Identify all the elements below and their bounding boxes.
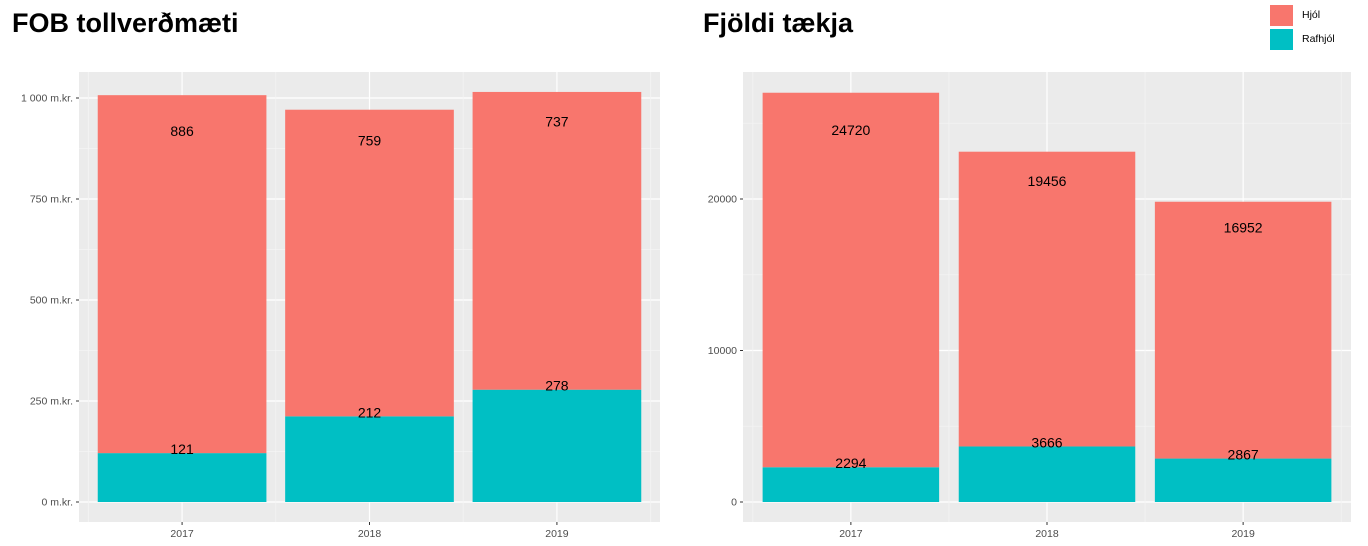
fjoldi-data-label-hjol-2018: 19456 bbox=[1028, 173, 1067, 189]
fob-data-label-rafhjol-2019: 278 bbox=[545, 378, 569, 394]
fjoldi-data-label-rafhjol-2018: 3666 bbox=[1031, 434, 1062, 450]
fob-xtick-label: 2017 bbox=[170, 528, 194, 540]
fob-data-label-rafhjol-2017: 121 bbox=[170, 441, 194, 457]
fjoldi-data-label-hjol-2017: 24720 bbox=[831, 122, 870, 138]
fjoldi-data-label-rafhjol-2019: 2867 bbox=[1228, 447, 1259, 463]
chart-title-fob: FOB tollverðmæti bbox=[12, 8, 239, 38]
fjoldi-xtick-label: 2019 bbox=[1231, 528, 1255, 540]
fob-data-label-rafhjol-2018: 212 bbox=[358, 404, 382, 420]
fob-ytick-label: 500 m.kr. bbox=[30, 295, 73, 307]
fob-bar-hjol-2019 bbox=[472, 91, 642, 390]
fob-bar-hjol-2018 bbox=[285, 109, 454, 417]
chart-title-fjoldi: Fjöldi tækja bbox=[703, 8, 854, 38]
fob-ytick-label: 750 m.kr. bbox=[30, 194, 73, 206]
legend-label-rafhjol: Rafhjól bbox=[1302, 33, 1335, 45]
fob-bar-rafhjol-2017 bbox=[97, 453, 267, 502]
fob-xtick-label: 2018 bbox=[358, 528, 382, 540]
fjoldi-xtick-label: 2017 bbox=[839, 528, 863, 540]
fob-ytick-label: 1 000 m.kr. bbox=[21, 93, 73, 105]
chart-fob-tollverdmaeti: 0 m.kr. 250 m.kr. 500 m.kr. 750 m.kr. 1 000 … bbox=[21, 72, 660, 540]
fjoldi-ytick-label: 10000 bbox=[708, 345, 737, 357]
fjoldi-data-label-rafhjol-2017: 2294 bbox=[835, 455, 866, 471]
fjoldi-bar-rafhjol-2017 bbox=[762, 467, 940, 502]
legend-item-hjol: Hjól bbox=[1270, 3, 1335, 27]
fjoldi-bar-rafhjol-2019 bbox=[1154, 458, 1332, 502]
fob-bar-rafhjol-2019 bbox=[472, 389, 642, 502]
legend-label-hjol: Hjól bbox=[1302, 9, 1321, 21]
legend: Hjól Rafhjól bbox=[1270, 3, 1335, 51]
fob-xtick-label: 2019 bbox=[545, 528, 569, 540]
fob-bar-rafhjol-2018 bbox=[285, 416, 454, 502]
legend-key-rafhjol bbox=[1270, 28, 1293, 50]
fob-ytick-label: 250 m.kr. bbox=[30, 396, 73, 408]
fjoldi-ytick-label: 0 bbox=[731, 497, 737, 509]
fob-ytick-label: 0 m.kr. bbox=[41, 497, 73, 509]
fob-bar-hjol-2017 bbox=[97, 95, 267, 454]
fjoldi-bar-hjol-2017 bbox=[762, 92, 940, 468]
fjoldi-bar-rafhjol-2018 bbox=[958, 446, 1136, 502]
fob-data-label-hjol-2018: 759 bbox=[358, 132, 382, 148]
fob-data-label-hjol-2017: 886 bbox=[170, 123, 194, 139]
fjoldi-bar-hjol-2019 bbox=[1154, 201, 1332, 459]
fjoldi-bar-hjol-2018 bbox=[958, 151, 1136, 447]
fob-data-label-hjol-2019: 737 bbox=[545, 114, 569, 130]
fjoldi-ytick-label: 20000 bbox=[708, 194, 737, 206]
fjoldi-xtick-label: 2018 bbox=[1035, 528, 1059, 540]
fjoldi-data-label-hjol-2019: 16952 bbox=[1224, 219, 1263, 235]
legend-item-rafhjol: Rafhjól bbox=[1270, 27, 1335, 51]
legend-key-hjol bbox=[1270, 4, 1293, 26]
